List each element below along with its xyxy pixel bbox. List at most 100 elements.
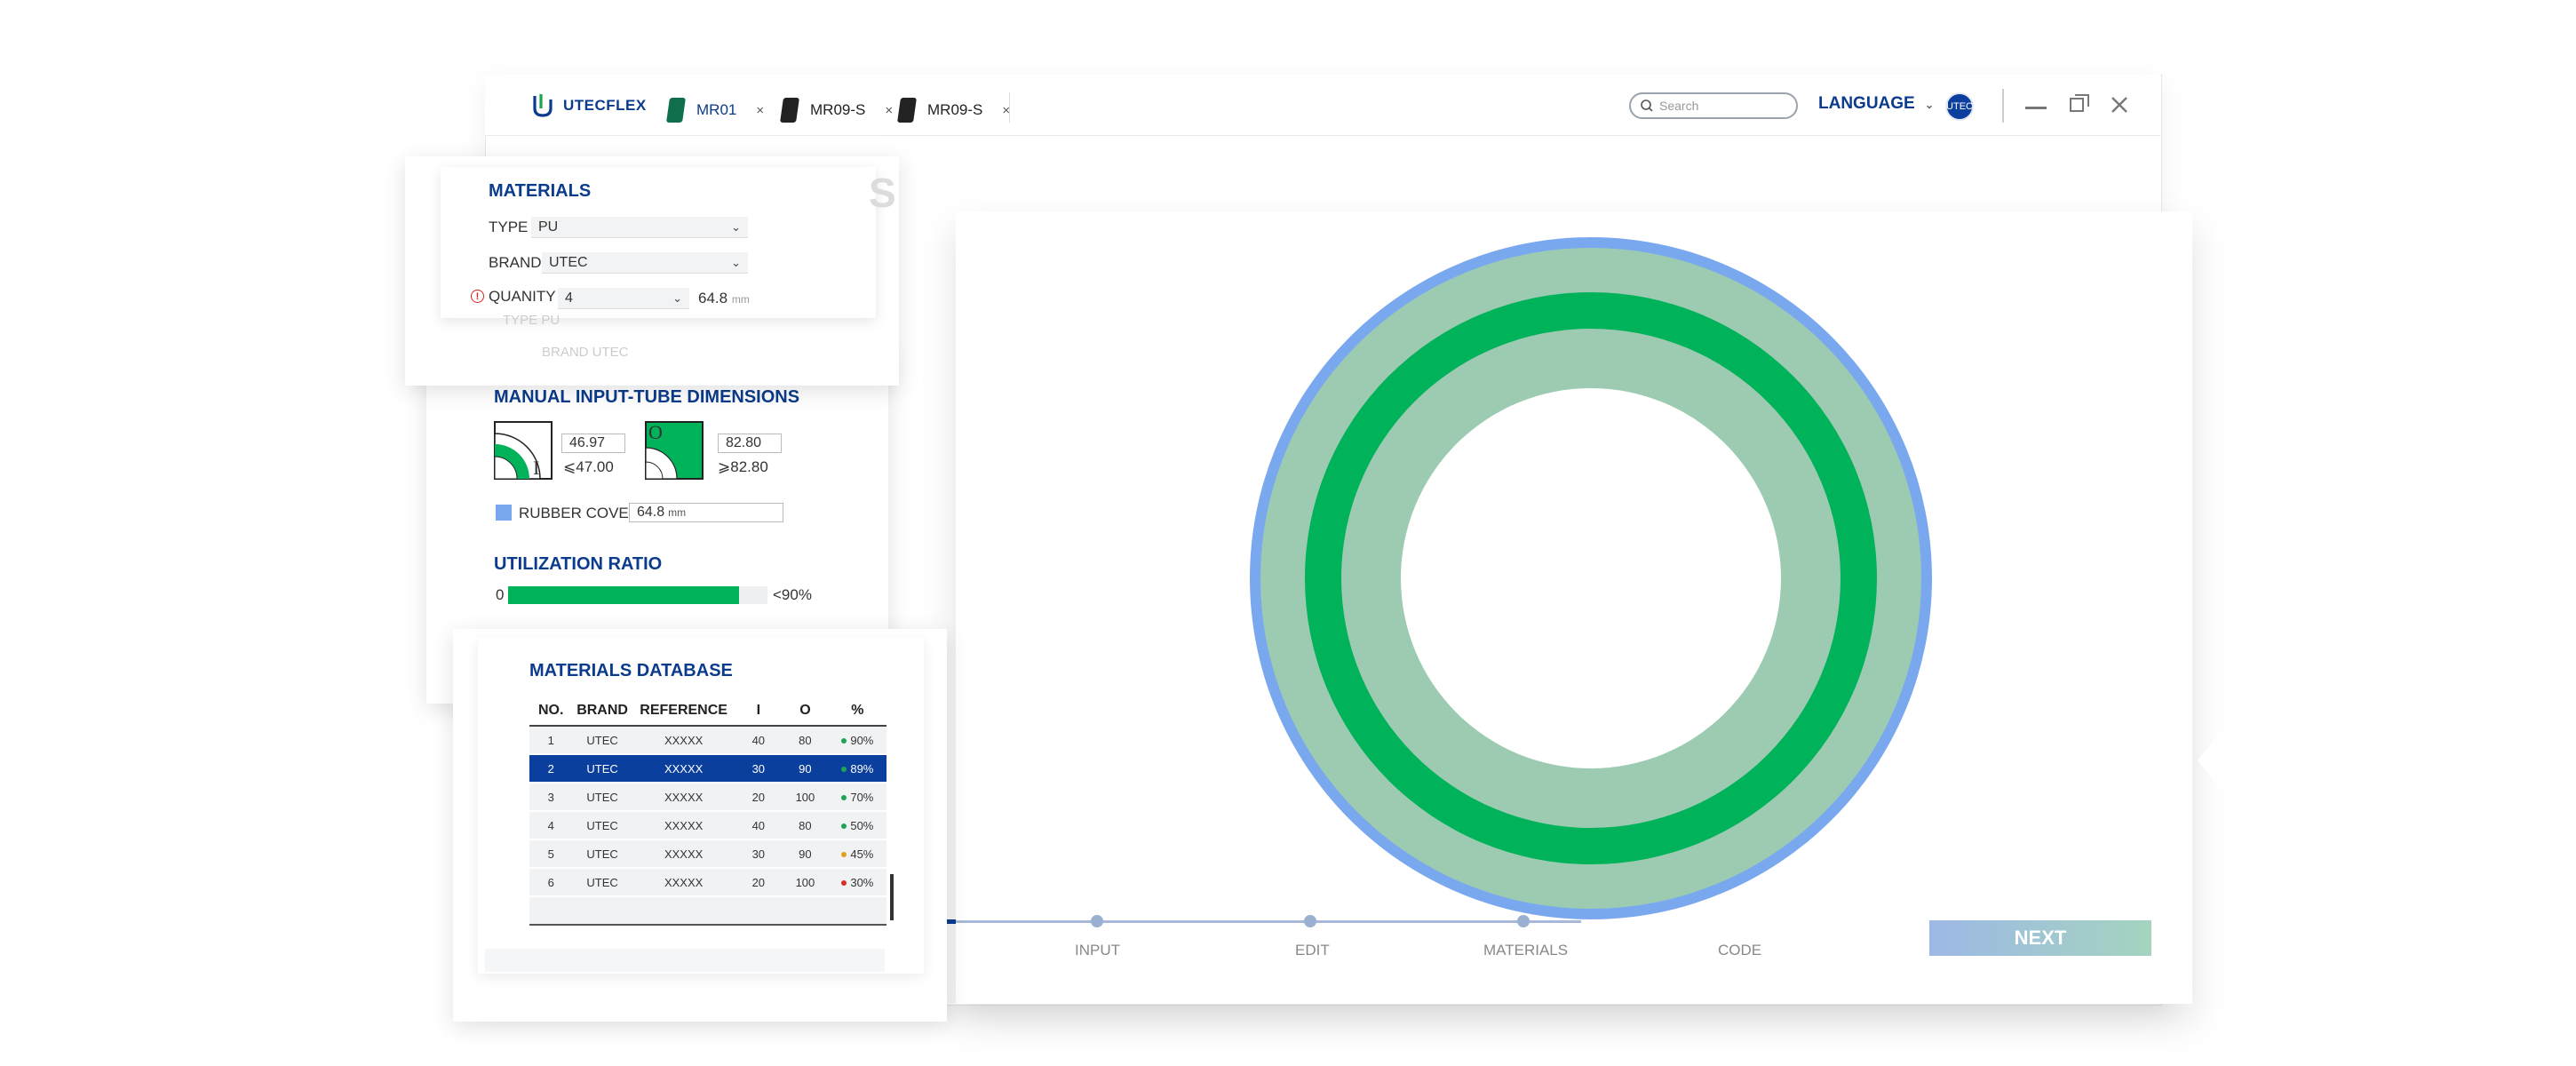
type-label: TYPE (489, 219, 529, 235)
row-no: 1 (529, 726, 573, 755)
table-row[interactable]: 4 UTEC XXXXX 40 80 50% (529, 811, 886, 840)
table-scrollbar[interactable] (890, 874, 894, 920)
row-i: 30 (735, 754, 783, 784)
status-dot-icon (841, 795, 847, 801)
brand-select[interactable]: UTEC ⌄ (542, 252, 748, 274)
manual-input-card (449, 338, 888, 631)
col-brand[interactable]: BRAND (572, 696, 632, 727)
close-icon[interactable]: × (1002, 102, 1011, 118)
search-input[interactable]: Search (1629, 92, 1798, 119)
minimize-icon[interactable] (2025, 107, 2047, 109)
rubber-cover-label: RUBBER COVER (519, 505, 640, 521)
search-placeholder: Search (1659, 99, 1699, 113)
step-input[interactable]: INPUT (1075, 942, 1120, 959)
row-brand: UTEC (572, 783, 632, 812)
row-no: 4 (529, 811, 573, 840)
inner-letter: I (533, 457, 540, 479)
row-i: 30 (735, 839, 783, 869)
row-reference: XXXXX (632, 783, 735, 812)
outer-letter: O (648, 421, 663, 443)
row-no: 2 (529, 754, 573, 784)
row-reference: XXXXX (632, 811, 735, 840)
row-percent: 70% (828, 783, 886, 812)
step-dot-materials[interactable] (1517, 915, 1530, 927)
utilization-max: <90% (773, 586, 812, 603)
avatar[interactable]: UTEC (1945, 92, 1974, 121)
tab-mr09-s-1[interactable]: MR09-S × (780, 80, 894, 140)
col-i[interactable]: I (735, 696, 783, 727)
tab-mr01[interactable]: MR01 × (666, 80, 765, 140)
row-i: 40 (735, 811, 783, 840)
brand-label: BRAND (489, 254, 542, 271)
chevron-down-icon: ⌄ (672, 290, 682, 305)
quantity-measure: 64.8 mm (698, 290, 750, 307)
type-select[interactable]: PU ⌄ (531, 217, 748, 238)
table-row[interactable]: 3 UTEC XXXXX 20 100 70% (529, 783, 886, 812)
col-o[interactable]: O (782, 696, 829, 727)
row-percent-value: 50% (850, 818, 874, 832)
status-dot-icon (841, 767, 847, 773)
block-icon (897, 98, 917, 123)
rubber-cover-value: 64.8 (637, 505, 665, 520)
database-table: NO. BRAND REFERENCE I O % 1 UTEC XXXXX 40 80… (529, 696, 886, 897)
row-percent-value: 89% (850, 761, 874, 776)
database-table-wrap: NO. BRAND REFERENCE I O % 1 UTEC XXXXX 40 80… (529, 696, 886, 926)
col-no[interactable]: NO. (529, 696, 573, 727)
tube-cross-section (1250, 237, 1932, 919)
utilization-min: 0 (496, 586, 505, 603)
quantity-unit: mm (731, 293, 750, 306)
status-dot-icon (841, 880, 847, 887)
table-row[interactable]: 2 UTEC XXXXX 30 90 89% (529, 754, 886, 784)
quantity-select[interactable]: 4 ⌄ (558, 288, 689, 309)
row-percent: 89% (828, 754, 886, 784)
collapse-arrow-icon[interactable] (2198, 734, 2219, 787)
step-edit[interactable]: EDIT (1295, 942, 1330, 959)
step-code[interactable]: CODE (1718, 942, 1762, 959)
utilization-bar-fill (508, 586, 739, 604)
block-icon (780, 98, 799, 123)
table-body: 1 UTEC XXXXX 40 80 90% 2 UTEC XXXXX 30 90 89% 3 UTEC X… (529, 726, 886, 897)
row-reference: XXXXX (632, 726, 735, 755)
col-reference[interactable]: REFERENCE (632, 696, 735, 727)
rubber-cover-input[interactable]: 64.8 mm (629, 503, 783, 522)
utecflex-logo-icon (533, 94, 553, 117)
inner-diameter-icon (494, 421, 553, 480)
table-header-row: NO. BRAND REFERENCE I O % (529, 696, 886, 727)
row-brand: UTEC (572, 726, 632, 755)
chevron-down-icon: ⌄ (1925, 99, 1935, 111)
table-row[interactable]: 1 UTEC XXXXX 40 80 90% (529, 726, 886, 755)
materials-ghost-brand: BRAND UTEC (542, 345, 629, 360)
inner-diameter-input[interactable]: 46.97 (561, 434, 625, 453)
row-brand: UTEC (572, 868, 632, 897)
tab-divider (1009, 92, 1010, 123)
warning-icon: ! (471, 290, 484, 303)
row-o: 80 (782, 811, 829, 840)
step-dot-edit[interactable] (1304, 915, 1316, 927)
rubber-cover-swatch (496, 505, 512, 521)
chevron-down-icon: ⌄ (731, 219, 741, 234)
tab-mr09-s-2[interactable]: MR09-S × (897, 80, 1011, 140)
quantity-value: 4 (565, 290, 573, 306)
row-percent: 50% (828, 811, 886, 840)
close-icon[interactable]: × (756, 102, 765, 118)
outer-diameter-input[interactable]: 82.80 (718, 434, 782, 453)
row-o: 90 (782, 839, 829, 869)
bore (1401, 388, 1781, 768)
app-logo: UTECFLEX (531, 92, 647, 119)
close-window-icon[interactable] (2111, 96, 2128, 114)
next-button[interactable]: NEXT (1929, 920, 2151, 956)
col-percent[interactable]: % (828, 696, 886, 727)
row-reference: XXXXX (632, 868, 735, 897)
logo-text: UTECFLEX (563, 97, 647, 114)
table-row[interactable]: 6 UTEC XXXXX 20 100 30% (529, 868, 886, 897)
step-track (924, 920, 1581, 923)
step-materials[interactable]: MATERIALS (1483, 942, 1569, 959)
status-dot-icon (841, 852, 847, 858)
restore-icon[interactable] (2070, 98, 2084, 112)
table-row[interactable]: 5 UTEC XXXXX 30 90 45% (529, 839, 886, 869)
language-selector[interactable]: LANGUAGE ⌄ (1818, 94, 1934, 114)
step-dot-input[interactable] (1091, 915, 1103, 927)
row-o: 90 (782, 754, 829, 784)
block-icon (666, 98, 686, 123)
close-icon[interactable]: × (885, 102, 894, 118)
